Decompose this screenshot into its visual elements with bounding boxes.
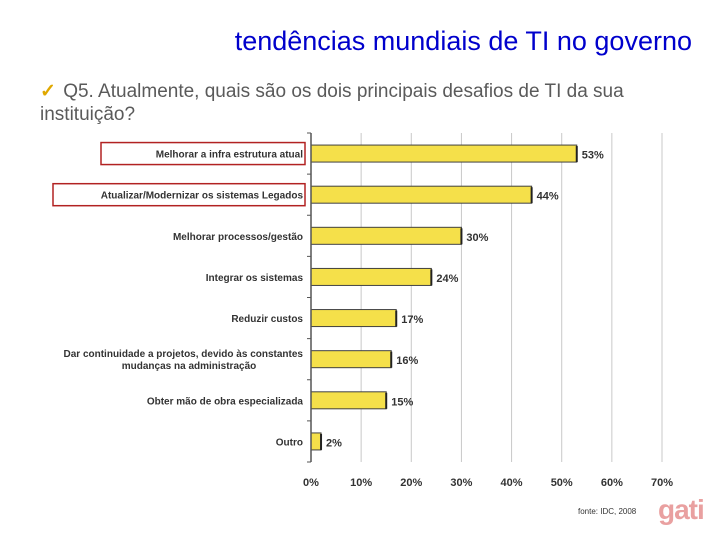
value-label: 44% xyxy=(537,191,559,203)
category-label: Dar continuidade a projetos, devido às c… xyxy=(64,349,304,360)
x-tick-label: 50% xyxy=(551,477,573,489)
value-label: 2% xyxy=(326,437,342,449)
value-label: 17% xyxy=(401,314,423,326)
page-title: tendências mundiais de TI no governo xyxy=(234,26,692,56)
bar xyxy=(310,185,533,204)
grid-layer xyxy=(360,133,663,462)
bar-layer xyxy=(310,144,578,451)
bar xyxy=(310,350,392,369)
bar xyxy=(310,432,322,451)
label-layer: 53% Melhorar a infra estrutura atual 44% At… xyxy=(52,141,604,449)
value-label: 16% xyxy=(396,355,418,367)
category-label: Obter mão de obra especializada xyxy=(147,396,304,407)
bar xyxy=(310,309,397,328)
category-label: Melhorar a infra estrutura atual xyxy=(156,150,303,161)
highlight-box xyxy=(52,182,306,207)
x-tick-label: 70% xyxy=(651,477,673,489)
question-text: Q5. Atualmente, quais são os dois princi… xyxy=(40,81,624,125)
survey-question: ✓ Q5. Atualmente, quais são os dois prin… xyxy=(40,80,680,126)
x-tick-label: 10% xyxy=(350,477,372,489)
checkmark-icon: ✓ xyxy=(40,81,56,102)
gati-logo: gati xyxy=(658,494,705,525)
bar xyxy=(310,226,462,245)
axis-layer: 0% 10% 20% 30% 40% 50% 60% 70% xyxy=(303,132,673,489)
x-tick-label: 30% xyxy=(450,477,472,489)
value-label: 53% xyxy=(582,150,604,162)
x-tick-label: 20% xyxy=(400,477,422,489)
category-label: Melhorar processos/gestão xyxy=(173,232,303,243)
value-label: 15% xyxy=(391,396,413,408)
category-label: mudanças na administração xyxy=(122,361,257,372)
bar xyxy=(310,267,432,286)
category-label: Integrar os sistemas xyxy=(206,273,304,284)
highlight-box xyxy=(100,141,306,166)
category-label: Reduzir custos xyxy=(231,314,303,325)
bar xyxy=(310,391,387,410)
category-label: Atualizar/Modernizar os sistemas Legados xyxy=(101,191,304,202)
category-label: Outro xyxy=(276,437,303,448)
source-note: fonte: IDC, 2008 xyxy=(578,507,637,516)
bar xyxy=(310,144,578,163)
x-tick-label: 60% xyxy=(601,477,623,489)
x-tick-label: 0% xyxy=(303,477,319,489)
x-tick-label: 40% xyxy=(501,477,523,489)
value-label: 24% xyxy=(436,273,458,285)
value-label: 30% xyxy=(466,232,488,244)
